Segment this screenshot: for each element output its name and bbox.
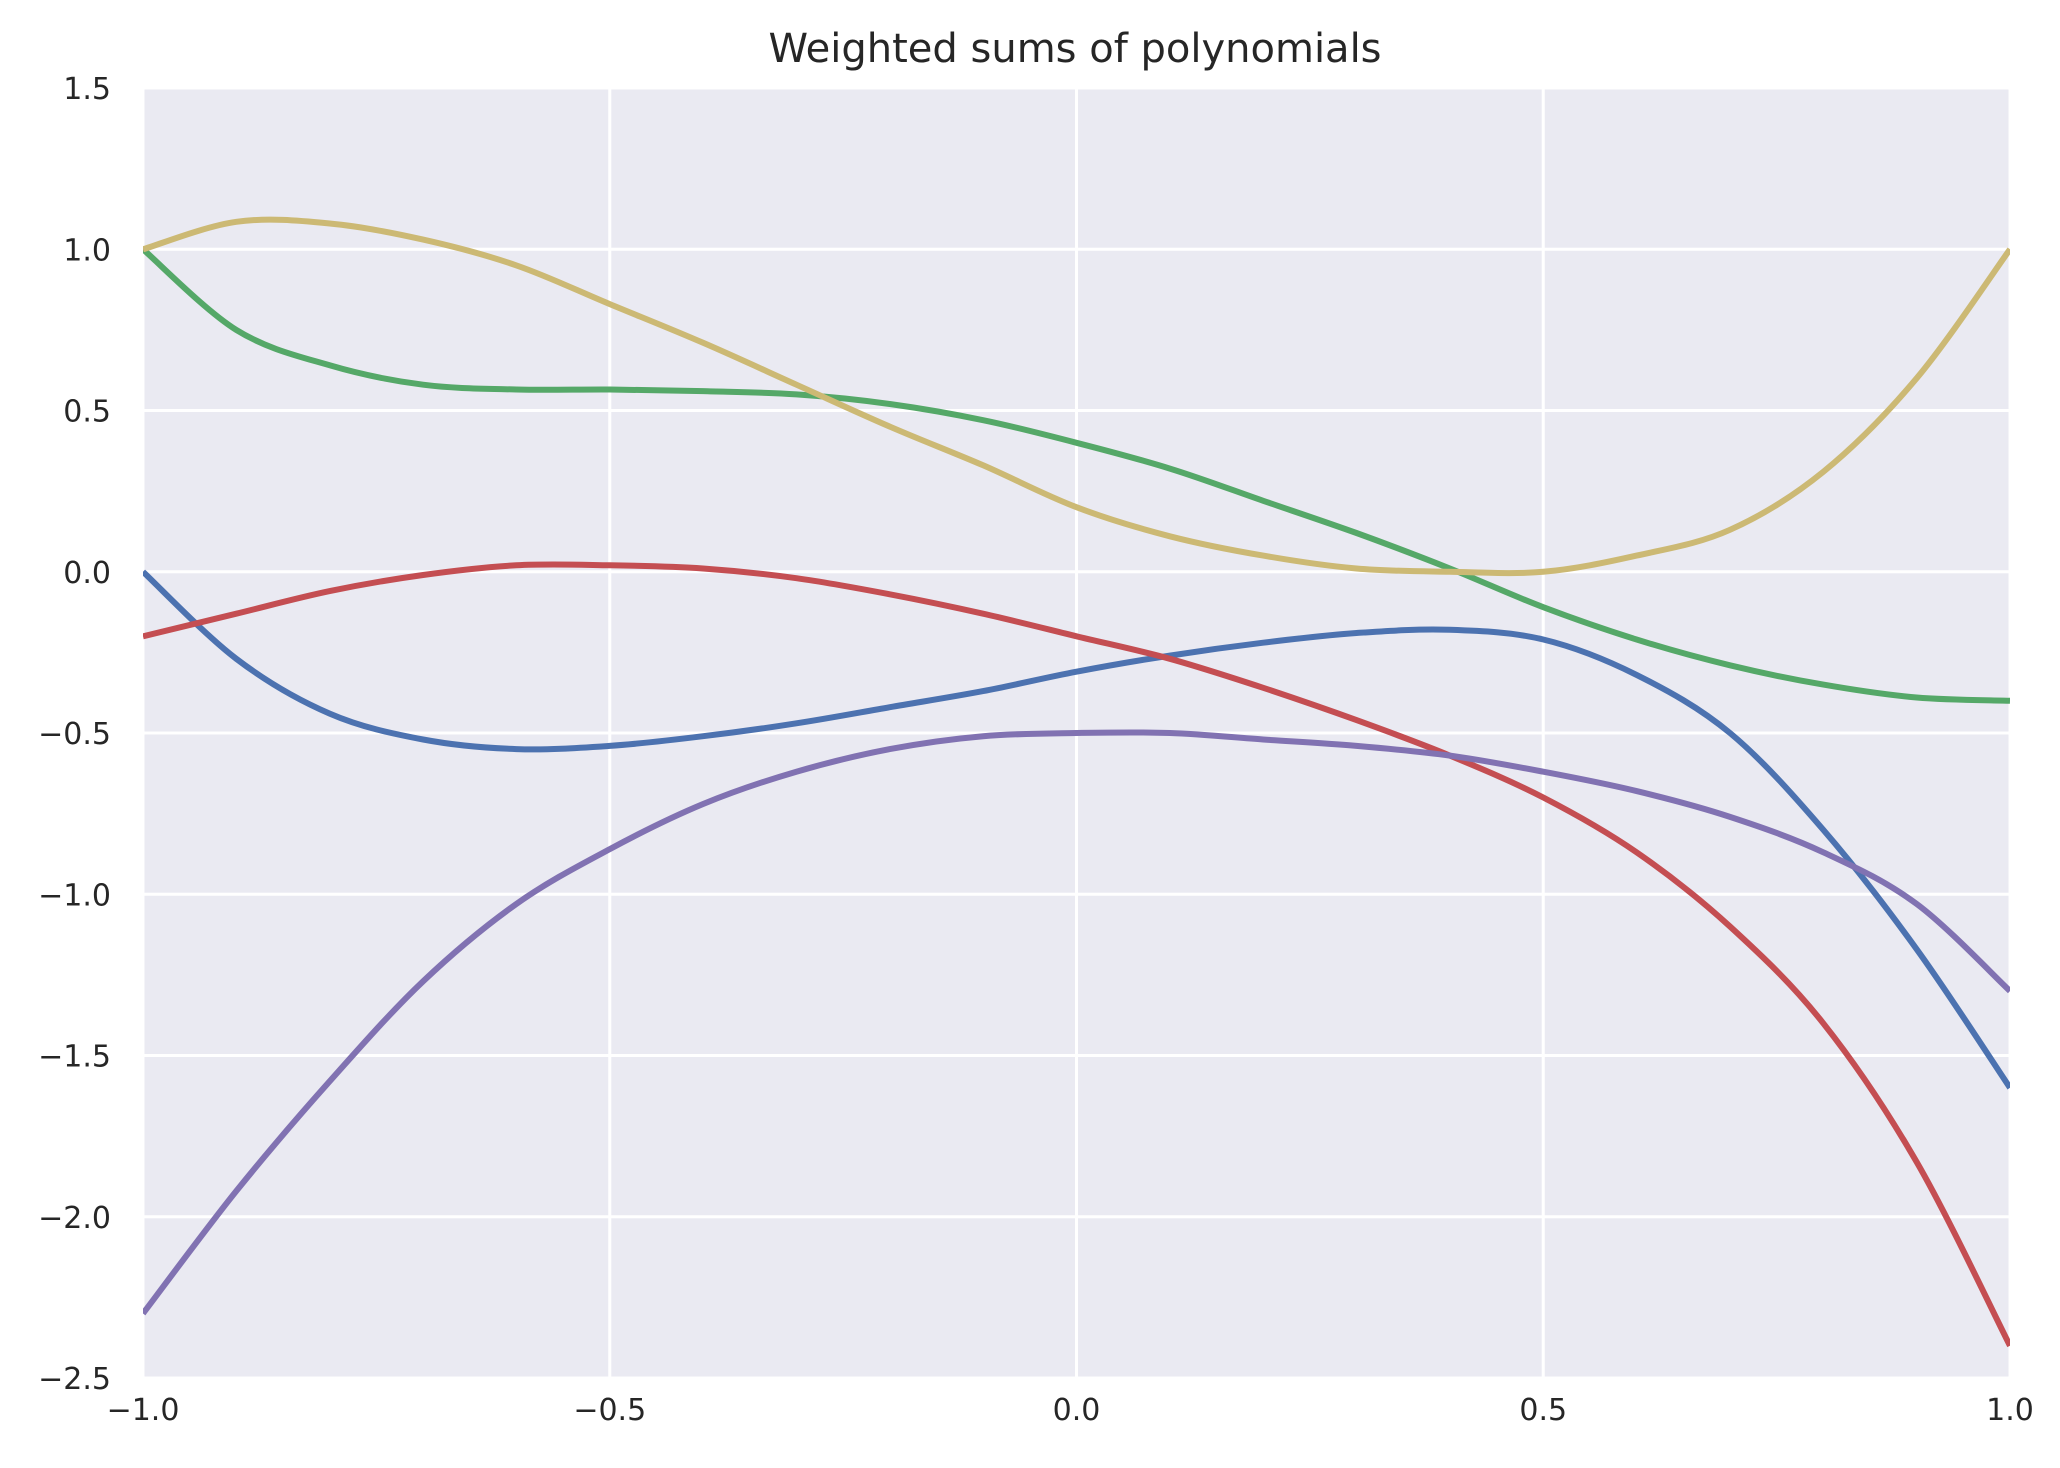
series-line-1 xyxy=(143,569,2010,1090)
x-tick-label: 1.0 xyxy=(1986,1393,2034,1428)
y-tick-label: 0.0 xyxy=(63,556,111,591)
y-tick-label: −2.5 xyxy=(38,1362,111,1397)
x-tick-label: 0.5 xyxy=(1519,1393,1567,1428)
series-line-3 xyxy=(143,561,2010,1348)
y-tick-label: −1.5 xyxy=(38,1040,111,1075)
y-tick-label: −0.5 xyxy=(38,717,111,752)
y-tick-label: 1.5 xyxy=(63,72,111,107)
y-tick-label: −1.0 xyxy=(38,878,111,913)
y-tick-label: 0.5 xyxy=(63,395,111,430)
x-tick-label: −1.0 xyxy=(107,1393,180,1428)
chart-title: Weighted sums of polynomials xyxy=(768,26,1381,72)
x-tick-label: −0.5 xyxy=(573,1393,646,1428)
y-tick-label: −2.0 xyxy=(38,1201,111,1236)
y-tick-label: 1.0 xyxy=(63,233,111,268)
series-line-2 xyxy=(143,247,2010,704)
series-line-5 xyxy=(143,216,2010,577)
series-group xyxy=(143,216,2010,1348)
series-line-4 xyxy=(143,729,2010,1316)
tick-labels: −1.0 −0.5 0.0 0.5 1.0 1.5 1.0 0.5 0.0 −0.5 −1.0 −1.… xyxy=(38,72,2034,1428)
x-tick-label: 0.0 xyxy=(1053,1393,1101,1428)
